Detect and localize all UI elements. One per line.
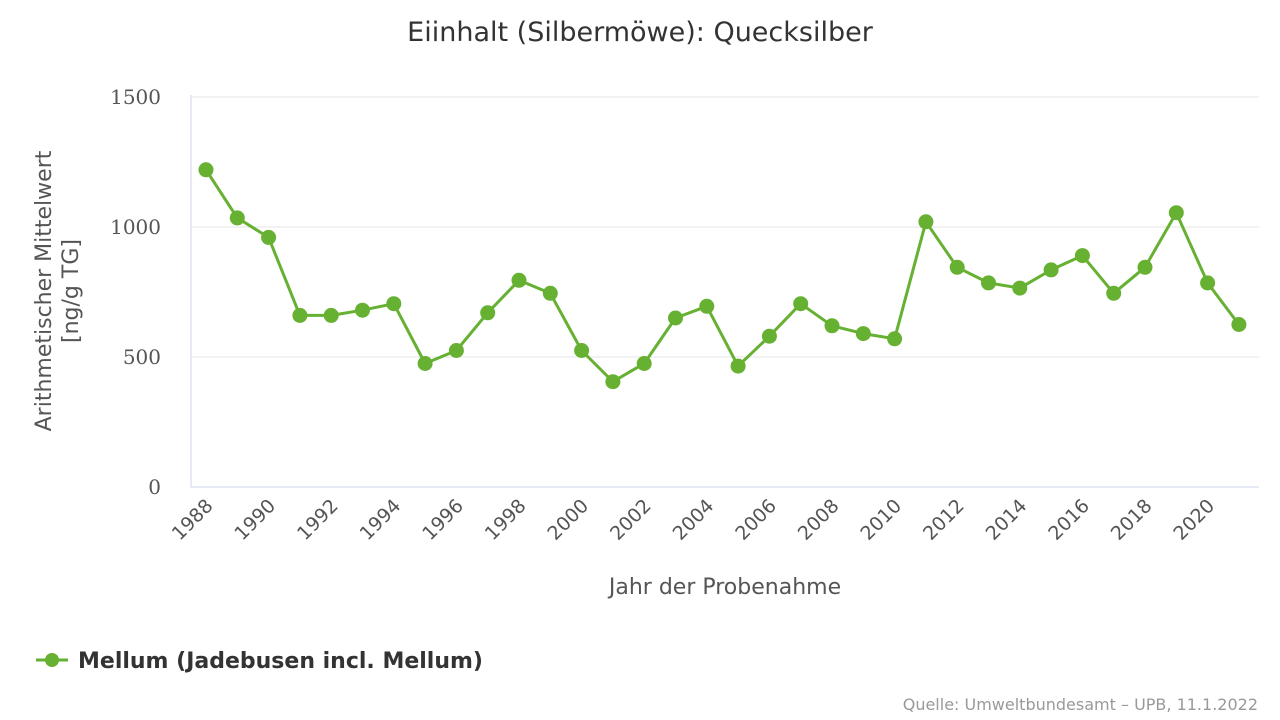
y-tick-labels: 0 500 1000 1500: [110, 85, 161, 499]
x-tick-label: 1988: [168, 495, 218, 545]
x-tick-label: 1990: [230, 495, 280, 545]
data-point-2016[interactable]: [1074, 248, 1090, 264]
x-tick-label: 1998: [481, 495, 531, 545]
data-point-2005[interactable]: [730, 358, 746, 374]
x-tick-label: 2014: [982, 495, 1032, 545]
x-tick-label: 2012: [919, 495, 969, 545]
data-point-2014[interactable]: [1012, 280, 1028, 296]
legend-label[interactable]: Mellum (Jadebusen incl. Mellum): [78, 649, 483, 674]
source-credit: Quelle: Umweltbundesamt – UPB, 11.1.2022: [903, 695, 1258, 714]
legend[interactable]: Mellum (Jadebusen incl. Mellum): [36, 649, 483, 674]
x-tick-label: 2000: [543, 495, 593, 545]
y-tick-label: 1000: [110, 215, 161, 239]
x-tick-label: 2010: [856, 495, 906, 545]
data-point-2002[interactable]: [636, 356, 652, 371]
x-tick-label: 2016: [1044, 495, 1094, 545]
y-axis-label-line2: [ng/g TG]: [59, 239, 84, 343]
data-point-1990[interactable]: [261, 229, 277, 245]
x-tick-label: 2020: [1169, 495, 1219, 545]
data-point-2020[interactable]: [1200, 275, 1216, 291]
data-point-1988[interactable]: [198, 162, 214, 178]
x-tick-label: 1994: [356, 495, 406, 545]
data-point-2013[interactable]: [981, 275, 996, 291]
data-point-2017[interactable]: [1106, 285, 1122, 301]
data-point-1995[interactable]: [417, 356, 433, 371]
x-tick-label: 2004: [669, 495, 719, 545]
x-tick-label: 2006: [731, 495, 781, 545]
data-point-2011[interactable]: [918, 214, 934, 230]
data-point-2000[interactable]: [574, 343, 590, 358]
data-point-2007[interactable]: [793, 296, 809, 312]
series-mellum: [198, 162, 1247, 390]
x-tick-labels: 1988 1990 1992 1994 1996 1998 2000 2002 2004 2006…: [168, 495, 1219, 545]
y-tick-label: 0: [148, 475, 161, 499]
x-tick-label: 2002: [606, 495, 656, 545]
data-point-2001[interactable]: [605, 374, 621, 390]
data-point-2006[interactable]: [761, 328, 777, 344]
data-point-2010[interactable]: [887, 331, 903, 347]
data-point-2008[interactable]: [824, 318, 840, 334]
y-tick-label: 500: [123, 345, 161, 369]
grid-lines: [191, 96, 1259, 488]
data-point-1998[interactable]: [511, 272, 527, 288]
data-point-2018[interactable]: [1137, 259, 1153, 275]
data-point-2009[interactable]: [855, 326, 871, 342]
chart-title: Eiinhalt (Silbermöwe): Quecksilber: [407, 17, 874, 48]
series-line: [204, 168, 1241, 384]
data-point-1994[interactable]: [386, 296, 402, 312]
x-tick-label: 2018: [1107, 495, 1157, 545]
data-point-1992[interactable]: [323, 307, 339, 323]
data-point-2012[interactable]: [949, 259, 965, 275]
x-tick-label: 1992: [293, 495, 343, 545]
data-point-1996[interactable]: [448, 343, 464, 358]
y-tick-label: 1500: [110, 85, 161, 109]
x-tick-label: 1996: [418, 495, 468, 545]
data-point-1997[interactable]: [480, 305, 496, 321]
data-point-2003[interactable]: [668, 310, 683, 326]
legend-marker: [45, 653, 59, 667]
x-axis-label: Jahr der Probenahme: [607, 575, 841, 600]
y-axis-label-line1: Arithmetischer Mittelwert: [32, 150, 57, 431]
data-point-1993[interactable]: [355, 302, 370, 318]
data-point-2021[interactable]: [1231, 317, 1247, 332]
data-point-2004[interactable]: [699, 298, 715, 314]
data-point-2015[interactable]: [1043, 262, 1059, 278]
data-point-2019[interactable]: [1168, 205, 1184, 221]
data-point-1989[interactable]: [229, 210, 245, 226]
x-tick-label: 2008: [794, 495, 844, 545]
data-point-1991[interactable]: [292, 307, 308, 323]
data-point-1999[interactable]: [542, 285, 558, 301]
